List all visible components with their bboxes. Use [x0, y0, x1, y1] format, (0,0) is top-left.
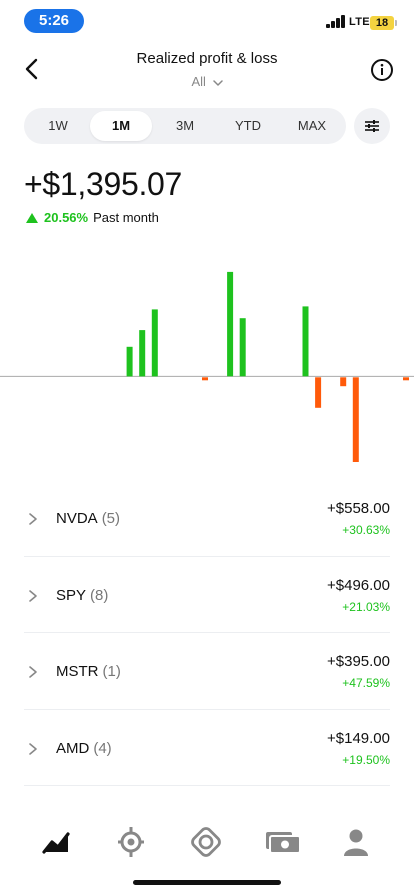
position-row[interactable]: AMD (4) +$149.00 +19.50%	[24, 710, 390, 786]
position-percent: +30.63%	[342, 523, 390, 537]
trade-count: (4)	[93, 739, 112, 757]
symbol-name: NVDA	[56, 510, 98, 527]
chart-bar[interactable]	[139, 330, 146, 377]
position-symbol: MSTR (1)	[56, 663, 121, 680]
chart-bar[interactable]	[239, 318, 246, 377]
position-amount: +$149.00	[327, 729, 390, 747]
info-icon	[371, 59, 393, 81]
chart-bar[interactable]	[227, 271, 234, 377]
crypto-icon	[118, 827, 144, 857]
chevron-right-icon	[29, 513, 37, 525]
tab-account[interactable]	[338, 824, 374, 860]
position-amount: +$395.00	[327, 653, 390, 670]
chart-bar[interactable]	[315, 377, 322, 408]
position-symbol: NVDA (5)	[56, 510, 120, 527]
position-percent: +19.50%	[342, 752, 390, 767]
position-amount: +$558.00	[327, 500, 390, 517]
home-indicator	[133, 880, 281, 885]
network-type: LTE	[349, 16, 370, 28]
trade-count: (8)	[90, 586, 109, 604]
chart-bar[interactable]	[151, 309, 158, 377]
chart-bar[interactable]	[352, 377, 359, 462]
position-amount: +$496.00	[327, 576, 390, 594]
account-icon	[344, 829, 368, 856]
period-selector: 1W 1M 3M YTD MAX	[24, 108, 346, 144]
chevron-right-icon	[29, 742, 37, 755]
chevron-right-icon	[29, 589, 37, 602]
chevron-down-icon	[212, 79, 223, 86]
tab-strategies[interactable]	[188, 824, 224, 860]
change-percent: 20.56%	[44, 210, 89, 225]
position-symbol: AMD (4)	[56, 740, 112, 757]
back-button[interactable]	[18, 54, 48, 84]
total-realized-pl: +$1,395.07	[24, 166, 183, 202]
nav-header: Realized profit & loss All	[0, 44, 414, 100]
chart-settings-button[interactable]	[354, 108, 390, 144]
positions-list: NVDA (5) +$558.00 +30.63% SPY (8) +$496.00…	[24, 480, 390, 786]
chevron-left-icon	[25, 58, 38, 80]
period-tab-3m[interactable]: 3M	[175, 118, 195, 133]
battery-tip	[395, 20, 397, 26]
position-row[interactable]: SPY (8) +$496.00 +21.03%	[24, 557, 390, 633]
info-button[interactable]	[370, 58, 394, 82]
symbol-name: AMD	[56, 739, 90, 757]
investing-chart-icon	[42, 832, 70, 854]
tab-investing[interactable]	[38, 824, 74, 860]
chart-bar[interactable]	[202, 377, 208, 381]
position-percent: +47.59%	[342, 676, 390, 690]
period-tab-max[interactable]: MAX	[297, 118, 327, 133]
position-row[interactable]: NVDA (5) +$558.00 +30.63%	[24, 480, 390, 557]
account-filter-label: All	[191, 74, 206, 89]
symbol-name: SPY	[56, 586, 87, 604]
chart-bar[interactable]	[126, 346, 133, 377]
position-percent: +21.03%	[342, 599, 390, 614]
account-filter-dropdown[interactable]: All	[0, 74, 414, 89]
symbol-name: MSTR	[56, 663, 99, 680]
change-range: Past month	[93, 210, 159, 225]
tab-cash[interactable]	[263, 824, 301, 860]
trade-count: (1)	[102, 663, 121, 680]
position-symbol: SPY (8)	[56, 587, 108, 604]
position-row[interactable]: MSTR (1) +$395.00 +47.59%	[24, 633, 390, 710]
status-bar: 5:26 LTE 18	[0, 0, 414, 44]
sliders-icon	[365, 120, 379, 132]
period-tab-1w[interactable]: 1W	[48, 118, 68, 133]
chart-bar[interactable]	[403, 377, 409, 381]
page-title: Realized profit & loss	[136, 50, 278, 67]
tab-crypto[interactable]	[113, 824, 149, 860]
period-tab-ytd[interactable]: YTD	[235, 118, 261, 133]
strategies-icon	[191, 827, 221, 857]
triangle-up-icon	[26, 212, 38, 223]
cellular-signal-icon	[326, 15, 346, 28]
battery-icon: 18	[370, 16, 394, 30]
change-summary: 20.56% Past month	[26, 210, 159, 225]
chart-bar[interactable]	[302, 306, 309, 377]
trade-count: (5)	[101, 510, 121, 527]
chevron-right-icon	[29, 666, 37, 678]
cash-icon	[266, 832, 301, 854]
chart-bar[interactable]	[340, 377, 347, 387]
pl-bar-chart	[0, 271, 414, 462]
period-tab-1m[interactable]: 1M	[90, 111, 152, 141]
status-time: 5:26	[24, 9, 84, 33]
